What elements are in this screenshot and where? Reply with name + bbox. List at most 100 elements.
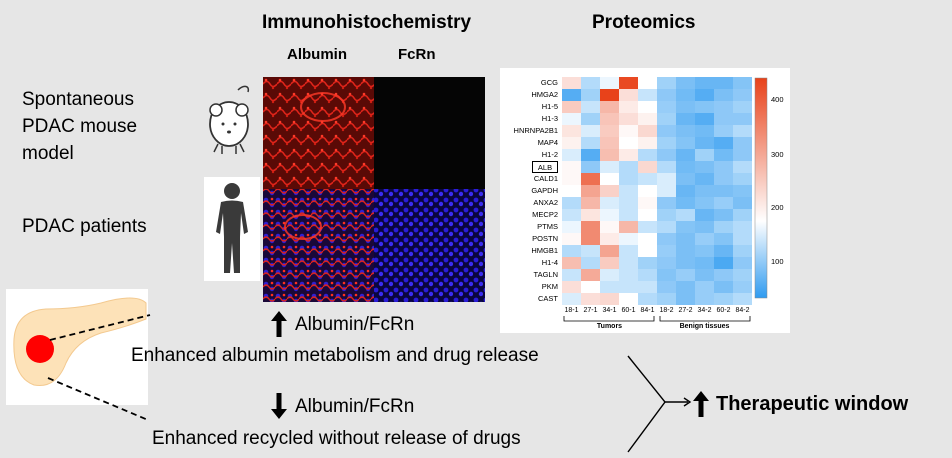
heatmap-cell (695, 281, 714, 293)
ihc-mouse-albumin (263, 77, 374, 189)
heatmap-cell (562, 137, 581, 149)
up-caption: Enhanced albumin metabolism and drug rel… (131, 345, 539, 366)
heatmap-cell (638, 113, 657, 125)
heatmap-cell (733, 89, 752, 101)
heatmap-group-tumors: Tumors (596, 323, 623, 330)
heatmap-cell (600, 185, 619, 197)
heatmap-cell (581, 257, 600, 269)
heatmap-cell (714, 281, 733, 293)
heatmap-cell (733, 233, 752, 245)
heatmap-cell (638, 245, 657, 257)
heatmap-cell (619, 281, 638, 293)
heatmap-cell (714, 149, 733, 161)
heatmap-cell (733, 257, 752, 269)
heatmap-column-label: 34-2 (697, 307, 712, 314)
heatmap-cell (676, 149, 695, 161)
heatmap-cell (638, 101, 657, 113)
pancreas-icon (13, 297, 147, 387)
heatmap-cell (733, 125, 752, 137)
heatmap-cell (695, 221, 714, 233)
up-arrow-icon (271, 311, 287, 337)
heatmap-cell (619, 125, 638, 137)
heatmap-cell (600, 281, 619, 293)
heatmap-cell (581, 233, 600, 245)
heatmap-cell (619, 185, 638, 197)
heatmap-cell (638, 293, 657, 305)
heatmap-cell (695, 269, 714, 281)
heatmap-cell (657, 257, 676, 269)
heatmap-cell (581, 281, 600, 293)
heatmap-cell (562, 269, 581, 281)
heatmap-cell (733, 161, 752, 173)
heatmap-column-label: 60-2 (716, 307, 731, 314)
proteomics-heatmap-panel: GCG HMGA2 H1-5 H1-3 HNRNPA2B1 MAP4 H1-2 ALB CALD… (500, 68, 790, 333)
heatmap-cell (562, 209, 581, 221)
mouse-model-label: Spontaneous PDAC mouse model (22, 86, 137, 167)
heatmap-cell (676, 185, 695, 197)
heatmap-cell (695, 137, 714, 149)
heatmap-row-label: H1-4 (541, 258, 558, 267)
heatmap-column-labels: 18-1 27-1 34-1 60-1 84-1 18-2 27-2 34-2 60-2 84-2 (562, 307, 752, 319)
heatmap-cell (600, 293, 619, 305)
heatmap-cell (676, 281, 695, 293)
heatmap-cell (676, 77, 695, 89)
heatmap-cell (600, 173, 619, 185)
heatmap-row-label: ALB (532, 161, 558, 173)
heatmap-cell (562, 281, 581, 293)
heatmap-cell (695, 113, 714, 125)
mouse-icon (209, 85, 250, 154)
heatmap-cell (638, 185, 657, 197)
heatmap-cell (714, 233, 733, 245)
heatmap-cell (695, 233, 714, 245)
heatmap-row-label: PKM (541, 282, 558, 291)
heatmap-cell (600, 209, 619, 221)
heatmap-cell (600, 269, 619, 281)
heatmap-cell (638, 257, 657, 269)
heatmap-cell (600, 245, 619, 257)
ihc-title: Immunohistochemistry (262, 12, 472, 33)
heatmap-cell (581, 185, 600, 197)
heatmap-cell (676, 197, 695, 209)
heatmap-cell (695, 209, 714, 221)
heatmap-cell (600, 257, 619, 269)
heatmap-cell (600, 125, 619, 137)
heatmap-cell (733, 149, 752, 161)
heatmap-cell (600, 221, 619, 233)
heatmap-cell (714, 113, 733, 125)
down-arrow-icon (271, 393, 287, 419)
heatmap-cell (600, 233, 619, 245)
heatmap-cell (714, 137, 733, 149)
heatmap-cell (676, 101, 695, 113)
heatmap-cell (562, 197, 581, 209)
heatmap-cell (676, 161, 695, 173)
heatmap-cell (657, 209, 676, 221)
heatmap-cell (676, 209, 695, 221)
heatmap-row-label: CAST (537, 294, 558, 303)
heatmap-cell (676, 293, 695, 305)
heatmap-cell (676, 221, 695, 233)
heatmap-cell (619, 221, 638, 233)
heatmap-cell (562, 161, 581, 173)
heatmap-cell (619, 137, 638, 149)
therapeutic-window-label: Therapeutic window (716, 393, 909, 415)
heatmap-cell (676, 89, 695, 101)
colorbar-tick-300: 300 (771, 150, 784, 159)
heatmap-row-label: TAGLN (533, 270, 558, 279)
heatmap-cell (562, 293, 581, 305)
heatmap-cell (657, 221, 676, 233)
heatmap-cell (638, 209, 657, 221)
heatmap-cell (600, 101, 619, 113)
heatmap-cell (733, 137, 752, 149)
heatmap-cell (657, 113, 676, 125)
heatmap-cell (676, 233, 695, 245)
heatmap-cell (714, 185, 733, 197)
heatmap-row-label: H1-3 (541, 114, 558, 123)
heatmap-cell (619, 269, 638, 281)
heatmap-cell (638, 77, 657, 89)
heatmap-cell (714, 197, 733, 209)
heatmap-cell (657, 101, 676, 113)
heatmap-group-benign: Benign tissues (679, 323, 730, 330)
heatmap-cell (657, 173, 676, 185)
heatmap-cell (562, 221, 581, 233)
heatmap-cell (676, 245, 695, 257)
